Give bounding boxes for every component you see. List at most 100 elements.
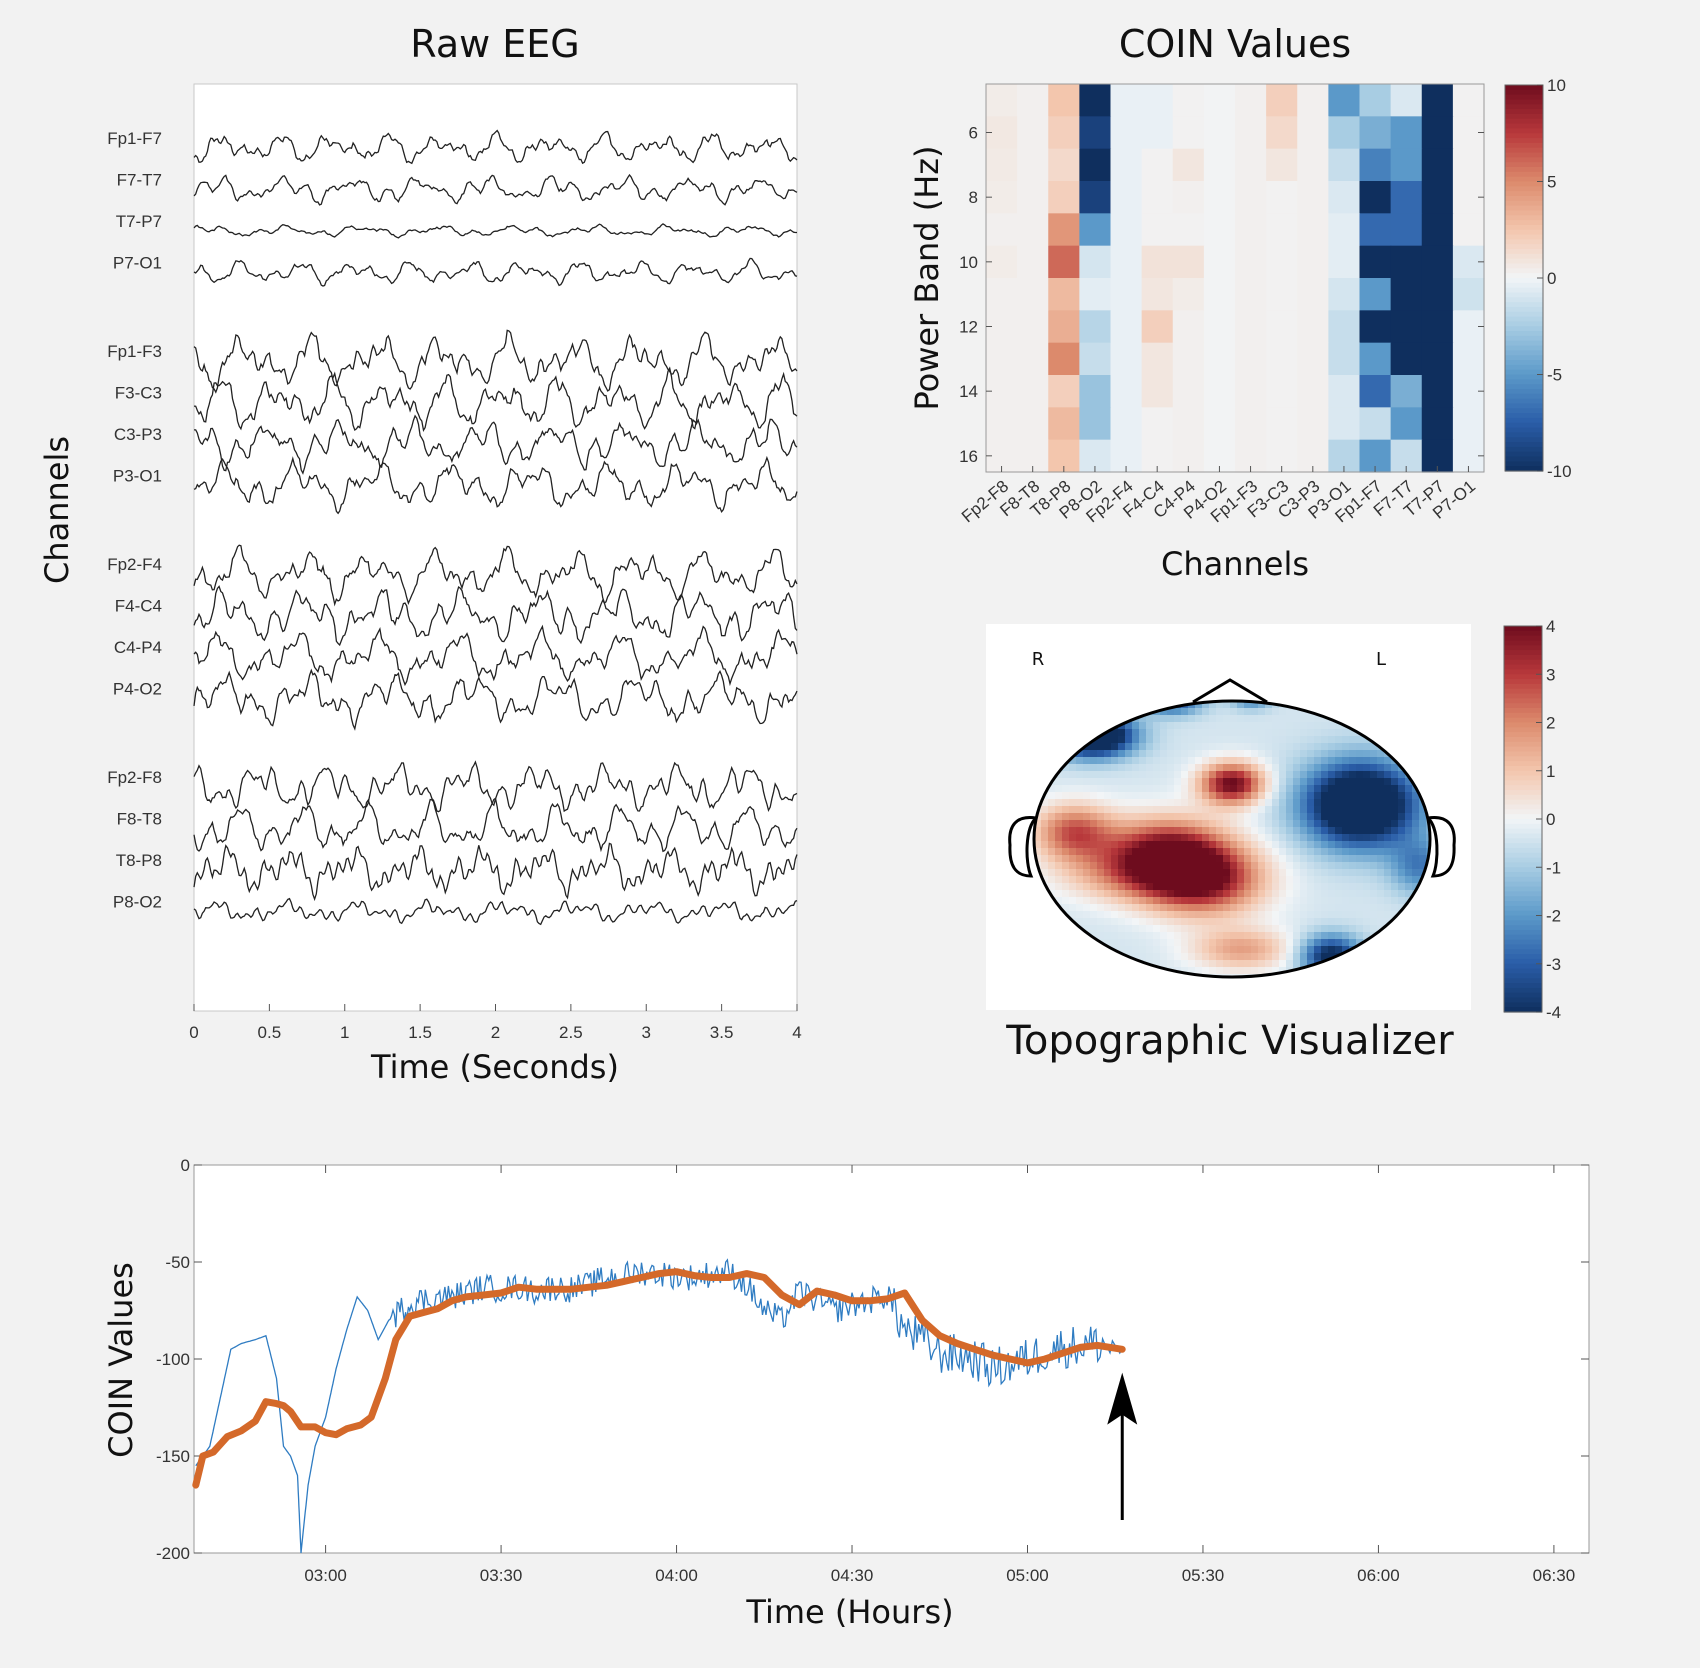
- topo-cell: [1293, 778, 1301, 786]
- heatmap-cell: [1017, 116, 1049, 150]
- topo-cell: [1069, 848, 1077, 856]
- topo-cell: [1167, 855, 1175, 863]
- topo-cell: [1286, 743, 1294, 751]
- timeseries-raw-line: [195, 1258, 1123, 1554]
- topo-cell: [1349, 771, 1357, 779]
- topo-cell: [1356, 750, 1364, 758]
- topo-cell: [1104, 827, 1112, 835]
- colorbar-segment: [1505, 384, 1543, 390]
- heatmap-cell: [1421, 342, 1454, 376]
- topo-cell: [1062, 820, 1070, 828]
- topo-cell: [1174, 708, 1182, 716]
- topo-cell: [1209, 841, 1217, 849]
- topo-cell: [1048, 799, 1056, 807]
- topo-cell: [1083, 841, 1091, 849]
- topo-cell: [1216, 848, 1224, 856]
- heatmap-cell: [1017, 84, 1049, 117]
- topo-cell: [1048, 876, 1056, 884]
- topo-cell: [1097, 827, 1105, 835]
- topo-cell: [1202, 736, 1210, 744]
- topo-cell: [1209, 876, 1217, 884]
- topo-cell: [1195, 820, 1203, 828]
- eeg-trace: [193, 129, 798, 165]
- topo-cell: [1300, 911, 1308, 919]
- topo-cell: [1328, 827, 1336, 835]
- topo-cell: [1314, 946, 1322, 954]
- topo-cell: [1118, 813, 1126, 821]
- topo-cell: [1349, 743, 1357, 751]
- topo-cell: [1181, 820, 1189, 828]
- heatmap-cell: [1452, 213, 1485, 247]
- topo-cell: [1279, 827, 1287, 835]
- eeg-channel-label: C3-P3: [114, 425, 162, 444]
- topo-cell: [1356, 883, 1364, 891]
- topo-cell: [1237, 806, 1245, 814]
- topo-cell: [1146, 813, 1154, 821]
- topo-cell: [1307, 750, 1315, 758]
- topo-cell: [1062, 883, 1070, 891]
- heatmap-cell: [1110, 245, 1143, 279]
- topo-cell: [1090, 827, 1098, 835]
- raw-eeg-axes: [193, 83, 798, 1012]
- topo-cell: [1174, 743, 1182, 751]
- topo-cell: [1083, 869, 1091, 877]
- topo-cell: [1167, 820, 1175, 828]
- topo-cell: [1195, 960, 1203, 968]
- topo-cell: [1209, 848, 1217, 856]
- topo-cell: [1230, 848, 1238, 856]
- topo-cell: [1202, 869, 1210, 877]
- topo-cell: [1314, 855, 1322, 863]
- topo-cell: [1223, 904, 1231, 912]
- topo-cell: [1237, 960, 1245, 968]
- heatmap-cell: [1359, 407, 1392, 441]
- topo-cell: [1111, 813, 1119, 821]
- colorbar-segment: [1504, 630, 1542, 637]
- heatmap-cell: [1079, 278, 1112, 311]
- topo-cell: [1146, 757, 1154, 765]
- topo-cell: [1132, 722, 1140, 730]
- topo-cell: [1307, 715, 1315, 723]
- topo-cell: [1062, 813, 1070, 821]
- heatmap-cell: [1017, 375, 1049, 408]
- topo-cell: [1160, 890, 1168, 898]
- topo-cell: [1062, 876, 1070, 884]
- topo-cell: [1412, 813, 1420, 821]
- topo-cell: [1342, 820, 1350, 828]
- topo-cell: [1188, 792, 1196, 800]
- topo-cell: [1300, 806, 1308, 814]
- topo-cell: [1076, 911, 1084, 919]
- topo-cell: [1356, 827, 1364, 835]
- topo-cell: [1342, 862, 1350, 870]
- topo-cell: [1202, 722, 1210, 730]
- topo-cell: [1174, 771, 1182, 779]
- topo-cell: [1335, 736, 1343, 744]
- eeg-channel-label: F3-C3: [115, 384, 162, 403]
- topo-cell: [1181, 806, 1189, 814]
- topo-cell: [1293, 743, 1301, 751]
- heatmap-cell: [1328, 278, 1361, 311]
- topo-cell: [1293, 848, 1301, 856]
- topo-cell: [1384, 855, 1392, 863]
- topo-cell: [1055, 778, 1063, 786]
- topo-cell: [1153, 771, 1161, 779]
- topo-cell: [1090, 897, 1098, 905]
- topo-cell: [1223, 883, 1231, 891]
- topo-cell: [1342, 939, 1350, 947]
- topo-cell: [1356, 918, 1364, 926]
- topo-cell: [1202, 813, 1210, 821]
- topo-cell: [1251, 932, 1259, 940]
- topo-cell: [1244, 715, 1252, 723]
- topo-cell: [1265, 813, 1273, 821]
- colorbar-segment: [1505, 466, 1543, 472]
- topo-cell: [1181, 834, 1189, 842]
- topo-cell: [1139, 932, 1147, 940]
- topo-cell: [1342, 778, 1350, 786]
- topo-cell: [1097, 925, 1105, 933]
- topo-cell: [1293, 792, 1301, 800]
- topo-cell: [1104, 939, 1112, 947]
- topo-cell: [1321, 897, 1329, 905]
- heatmap-cell: [1235, 148, 1267, 182]
- topo-cell: [1328, 855, 1336, 863]
